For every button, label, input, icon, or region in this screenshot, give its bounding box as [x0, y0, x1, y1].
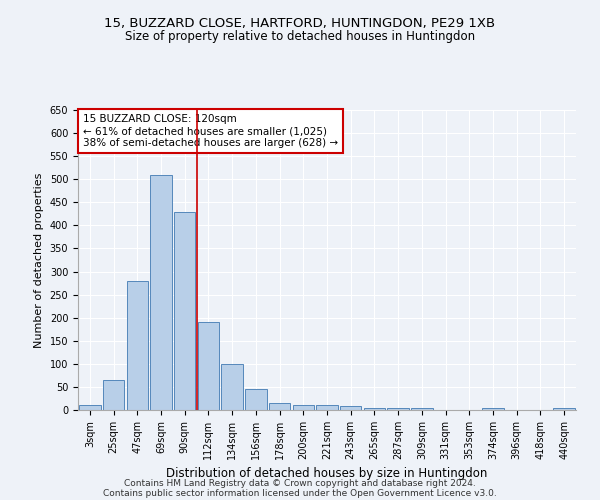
Text: Contains public sector information licensed under the Open Government Licence v3: Contains public sector information licen…	[103, 488, 497, 498]
Bar	[79, 406, 101, 410]
Bar	[340, 406, 361, 410]
Text: 15, BUZZARD CLOSE, HARTFORD, HUNTINGDON, PE29 1XB: 15, BUZZARD CLOSE, HARTFORD, HUNTINGDON,…	[104, 18, 496, 30]
Bar	[127, 281, 148, 410]
Bar	[388, 408, 409, 410]
Bar	[316, 406, 338, 410]
Bar	[553, 408, 575, 410]
Bar	[245, 389, 266, 410]
Bar	[411, 408, 433, 410]
Bar	[293, 406, 314, 410]
Bar	[174, 212, 196, 410]
Bar	[221, 364, 243, 410]
Bar	[269, 403, 290, 410]
Bar	[151, 174, 172, 410]
Bar	[198, 322, 219, 410]
Text: 15 BUZZARD CLOSE: 120sqm
← 61% of detached houses are smaller (1,025)
38% of sem: 15 BUZZARD CLOSE: 120sqm ← 61% of detach…	[83, 114, 338, 148]
Bar	[103, 380, 124, 410]
Bar	[364, 408, 385, 410]
Text: Size of property relative to detached houses in Huntingdon: Size of property relative to detached ho…	[125, 30, 475, 43]
Bar	[482, 408, 503, 410]
X-axis label: Distribution of detached houses by size in Huntingdon: Distribution of detached houses by size …	[166, 468, 488, 480]
Text: Contains HM Land Registry data © Crown copyright and database right 2024.: Contains HM Land Registry data © Crown c…	[124, 478, 476, 488]
Y-axis label: Number of detached properties: Number of detached properties	[34, 172, 44, 348]
